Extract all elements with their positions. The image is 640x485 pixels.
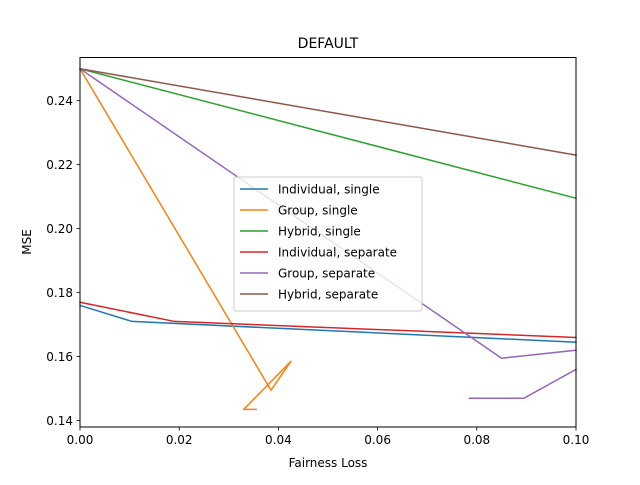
y-tick-label: 0.22 [46,158,73,172]
legend-label: Group, separate [278,267,375,281]
plot-frame [79,57,577,428]
legend-label: Hybrid, single [278,225,361,239]
chart-title: DEFAULT [298,36,359,52]
x-tick-label: 0.04 [265,433,292,447]
series-line-5 [79,67,577,156]
y-axis-label: MSE [20,229,34,255]
series-line-3 [79,301,577,339]
y-tick-label: 0.24 [46,94,73,108]
legend-label: Individual, single [278,183,380,197]
x-tick-label: 0.10 [563,433,590,447]
x-axis: 0.00 0.02 0.04 0.06 0.08 0.10 [67,427,590,447]
x-axis-label: Fairness Loss [289,456,368,470]
series-line-4-segment-1 [468,368,578,399]
y-axis: 0.14 0.16 0.18 0.20 0.22 0.24 [46,94,80,428]
series-line-2 [79,67,577,200]
y-tick-label: 0.16 [46,350,73,364]
series-line-0 [79,304,577,344]
x-tick-label: 0.06 [364,433,391,447]
legend-label: Hybrid, separate [278,288,378,302]
plot-lines [78,67,578,411]
x-tick-label: 0.08 [463,433,490,447]
y-tick-label: 0.14 [46,414,73,428]
legend-label: Group, single [278,204,358,218]
legend: Individual, single Group, single Hybrid, s… [233,176,423,312]
x-tick-label: 0.00 [67,433,94,447]
legend-box [233,176,423,312]
y-tick-label: 0.20 [46,222,73,236]
series-line-1 [78,67,292,411]
series-line-4 [78,67,577,359]
y-tick-label: 0.18 [46,286,73,300]
x-tick-label: 0.02 [166,433,193,447]
legend-label: Individual, separate [278,246,397,260]
